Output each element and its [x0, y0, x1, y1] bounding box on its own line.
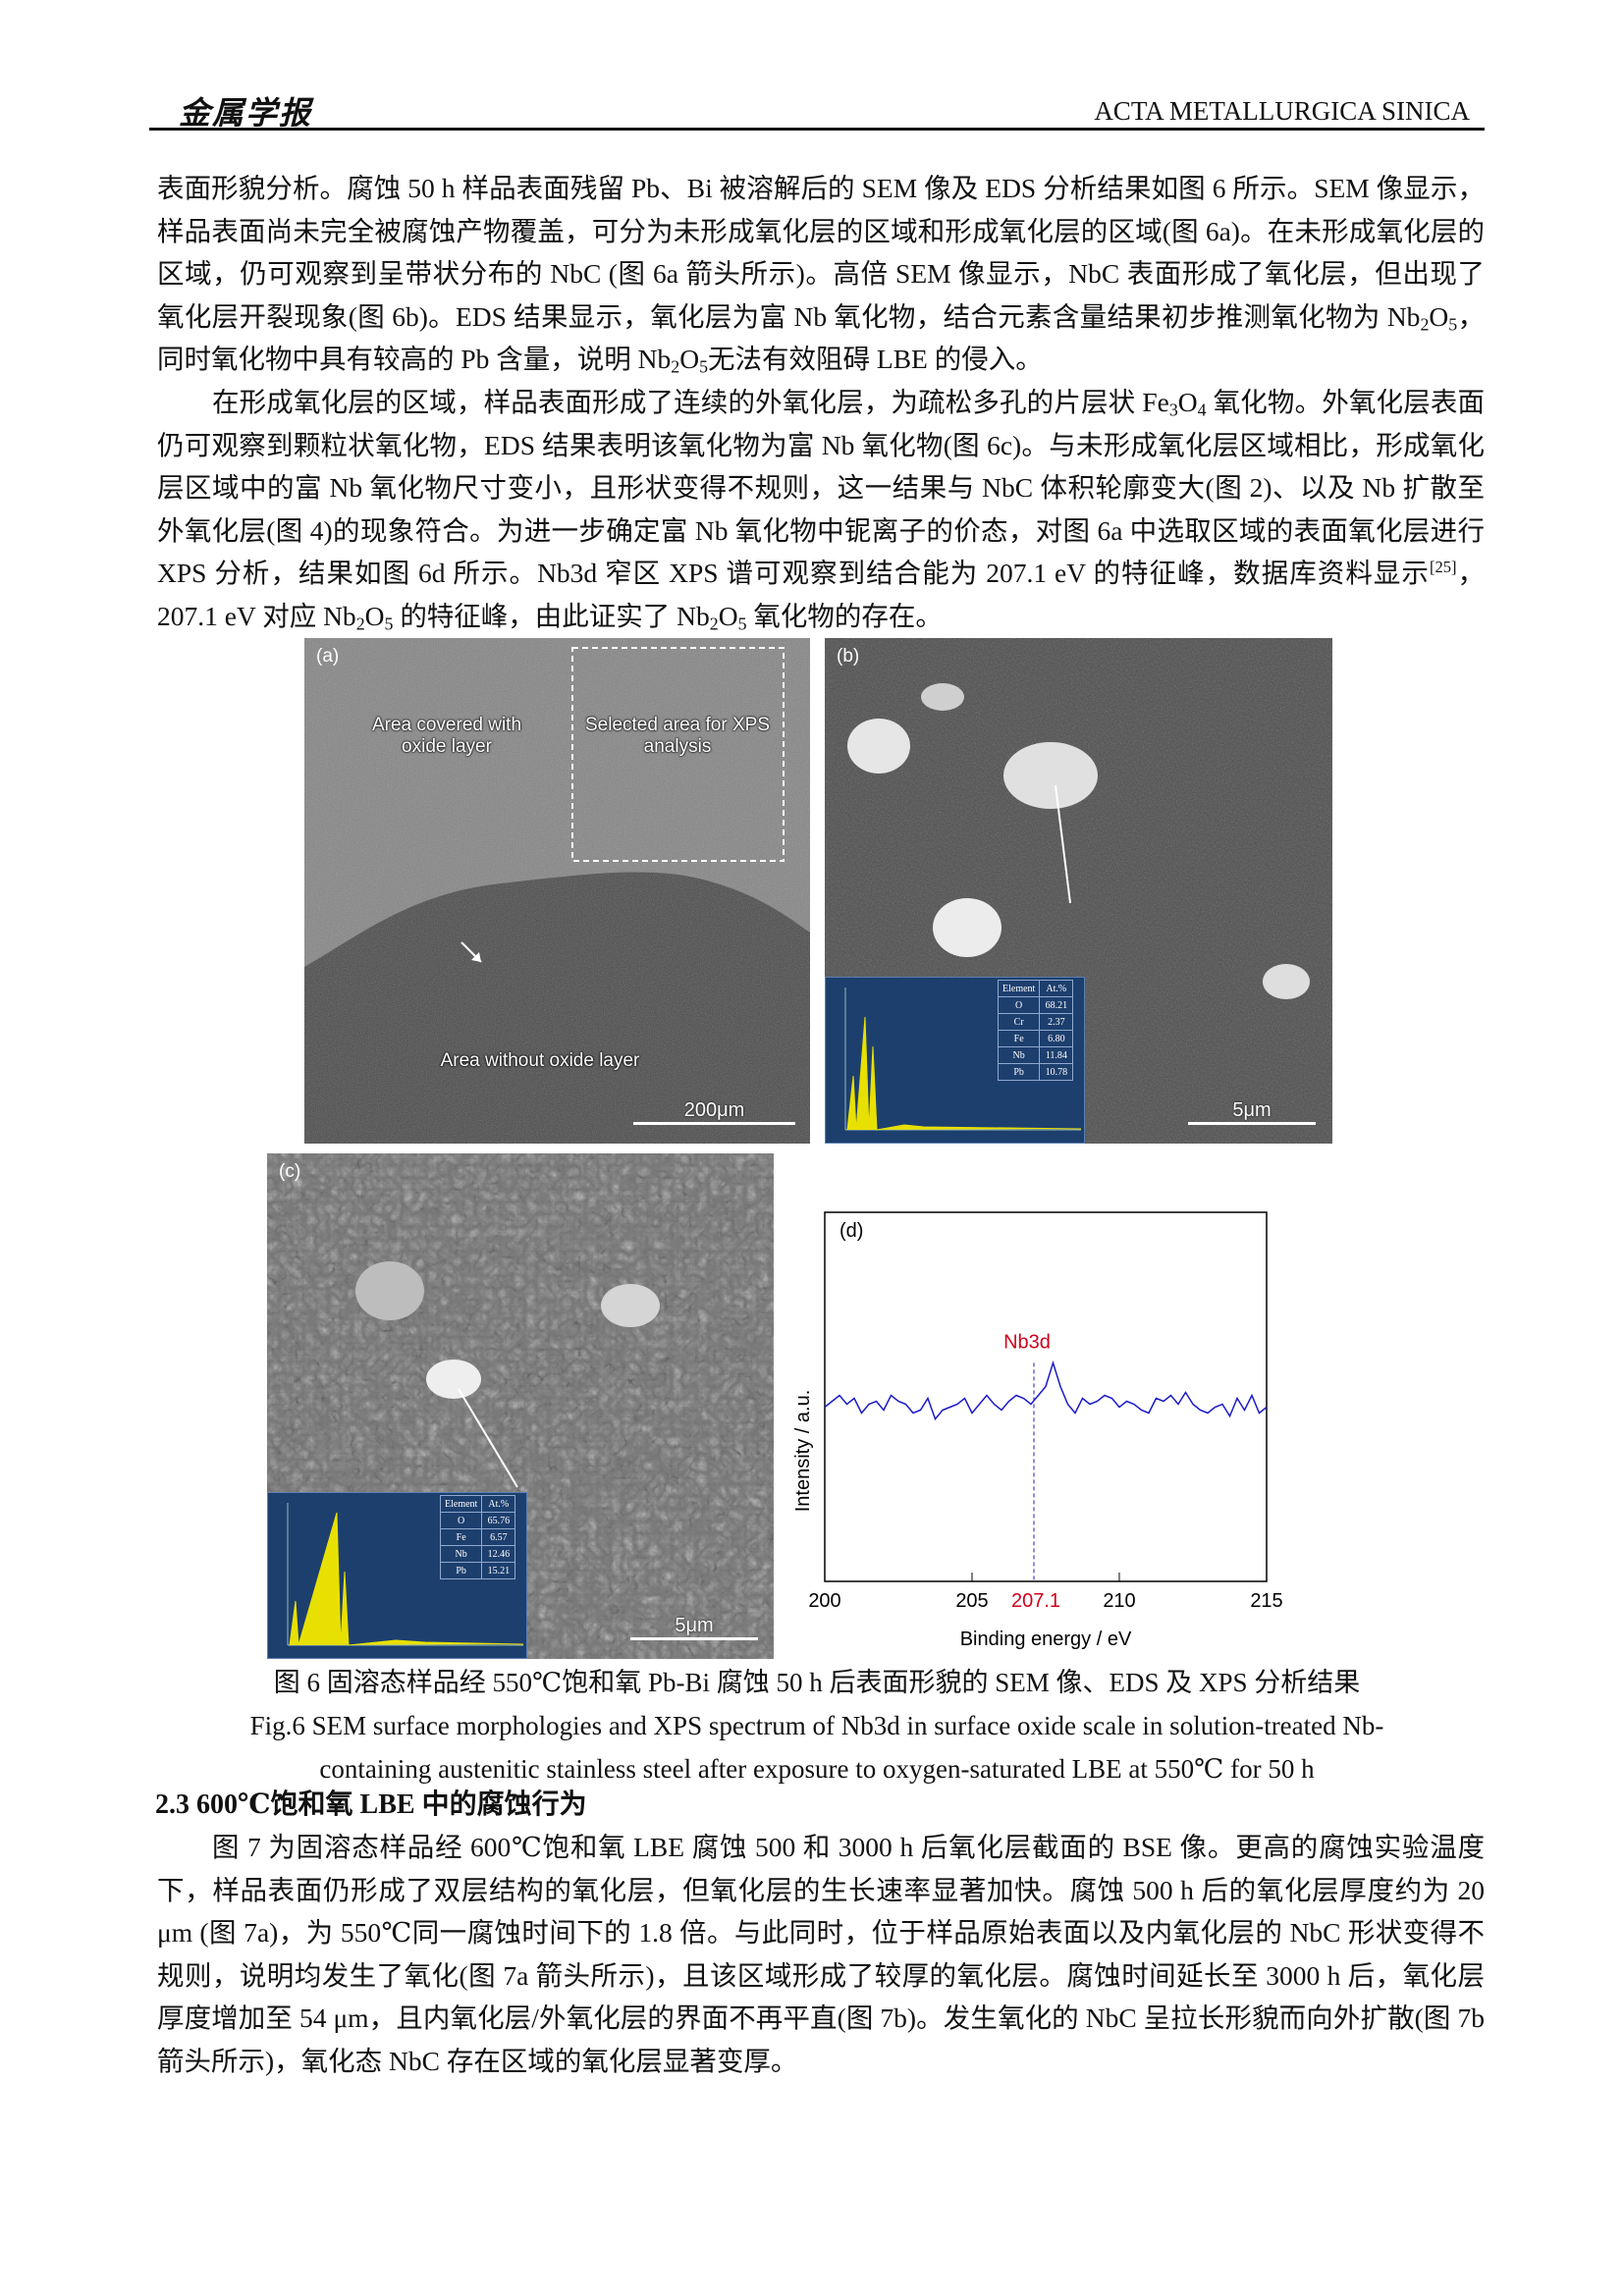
scale-bar-a: 200μm — [633, 1099, 795, 1125]
paragraph-3: 图 7 为固溶态样品经 600℃饱和氧 LBE 腐蚀 500 和 3000 h … — [157, 1832, 1485, 2076]
body-text-bottom: 图 7 为固溶态样品经 600℃饱和氧 LBE 腐蚀 500 和 3000 h … — [157, 1826, 1485, 2083]
figure-caption-cn: 图 6 固溶态样品经 550℃饱和氧 Pb-Bi 腐蚀 50 h 后表面形貌的 … — [273, 1668, 1361, 1697]
eds-table-c: Element At.% O 65.76 Fe 6.57 Nb 12.46 Pb 15.2… — [439, 1495, 516, 1579]
xps-chart: (d) 200 205 210 215 Nb3d 207.1 Binding ener… — [792, 1211, 1283, 1650]
sem-panel-b: (b) Element At.% O 68.21 Cr 2.37 Fe 6.80 Nb 1… — [825, 638, 1332, 1144]
x-axis-label: Binding energy / eV — [960, 1629, 1132, 1650]
header-rule — [149, 128, 1485, 131]
body-text-top: 表面形貌分析。腐蚀 50 h 样品表面残留 Pb、Bi 被溶解后的 SEM 像及… — [157, 167, 1485, 638]
y-axis-label: Intensity / a.u. — [792, 1390, 814, 1513]
x-tick-label: 215 — [1250, 1590, 1282, 1612]
eds-spectrum-b — [844, 988, 1082, 1131]
x-tick-label: 200 — [808, 1590, 840, 1612]
scale-bar-b: 5μm — [1188, 1099, 1316, 1125]
journal-logo: 金属学报 — [179, 94, 313, 132]
label-selected-area: Selected area for XPS analysis — [585, 715, 770, 757]
figure-caption-en-2: containing austenitic stainless steel af… — [319, 1754, 1315, 1784]
journal-name: ACTA METALLURGICA SINICA — [1094, 96, 1470, 126]
eds-table-b: Element At.% O 68.21 Cr 2.37 Fe 6.80 Nb 11.84… — [997, 980, 1074, 1081]
paragraph-1: 表面形貌分析。腐蚀 50 h 样品表面残留 Pb、Bi 被溶解后的 SEM 像及… — [157, 173, 1486, 377]
peak-x-label: 207.1 — [1011, 1590, 1060, 1612]
scale-bar-c: 5μm — [630, 1615, 758, 1640]
eds-spectrum-c — [287, 1503, 524, 1646]
panel-label-b: (b) — [837, 646, 860, 667]
eds-spectrum-inset-c: Element At.% O 65.76 Fe 6.57 Nb 12.46 Pb 15.2… — [267, 1492, 527, 1659]
x-tick-label: 205 — [955, 1590, 988, 1612]
figure-caption-en-1: Fig.6 SEM surface morphologies and XPS s… — [249, 1711, 1384, 1740]
panel-label-c: (c) — [279, 1161, 301, 1182]
label-without-oxide: Area without oxide layer — [440, 1050, 640, 1071]
plot-frame — [824, 1211, 1268, 1582]
paragraph-2: 在形成氧化层的区域，样品表面形成了连续的外氧化层，为疏松多孔的片层状 Fe3O4… — [157, 386, 1486, 634]
panel-label-a: (a) — [316, 646, 340, 667]
xps-series-line — [824, 1360, 1268, 1421]
panel-label-d: (d) — [839, 1220, 863, 1242]
sem-image-a — [304, 638, 810, 1144]
eds-spectrum-inset-b: Element At.% O 68.21 Cr 2.37 Fe 6.80 Nb 11.84… — [825, 977, 1085, 1144]
sem-panel-a: (a) Area covered with oxide layer Select… — [304, 638, 810, 1144]
sem-panel-c: (c) Element At.% O 65.76 Fe 6.57 Nb 12.46 Pb… — [267, 1153, 774, 1659]
x-tick-label: 210 — [1103, 1590, 1135, 1612]
label-covered-area: Area covered with oxide layer — [371, 715, 522, 757]
peak-annotation: Nb3d — [1003, 1331, 1051, 1353]
section-heading: 2.3 600℃饱和氧 LBE 中的腐蚀行为 — [155, 1789, 587, 1820]
